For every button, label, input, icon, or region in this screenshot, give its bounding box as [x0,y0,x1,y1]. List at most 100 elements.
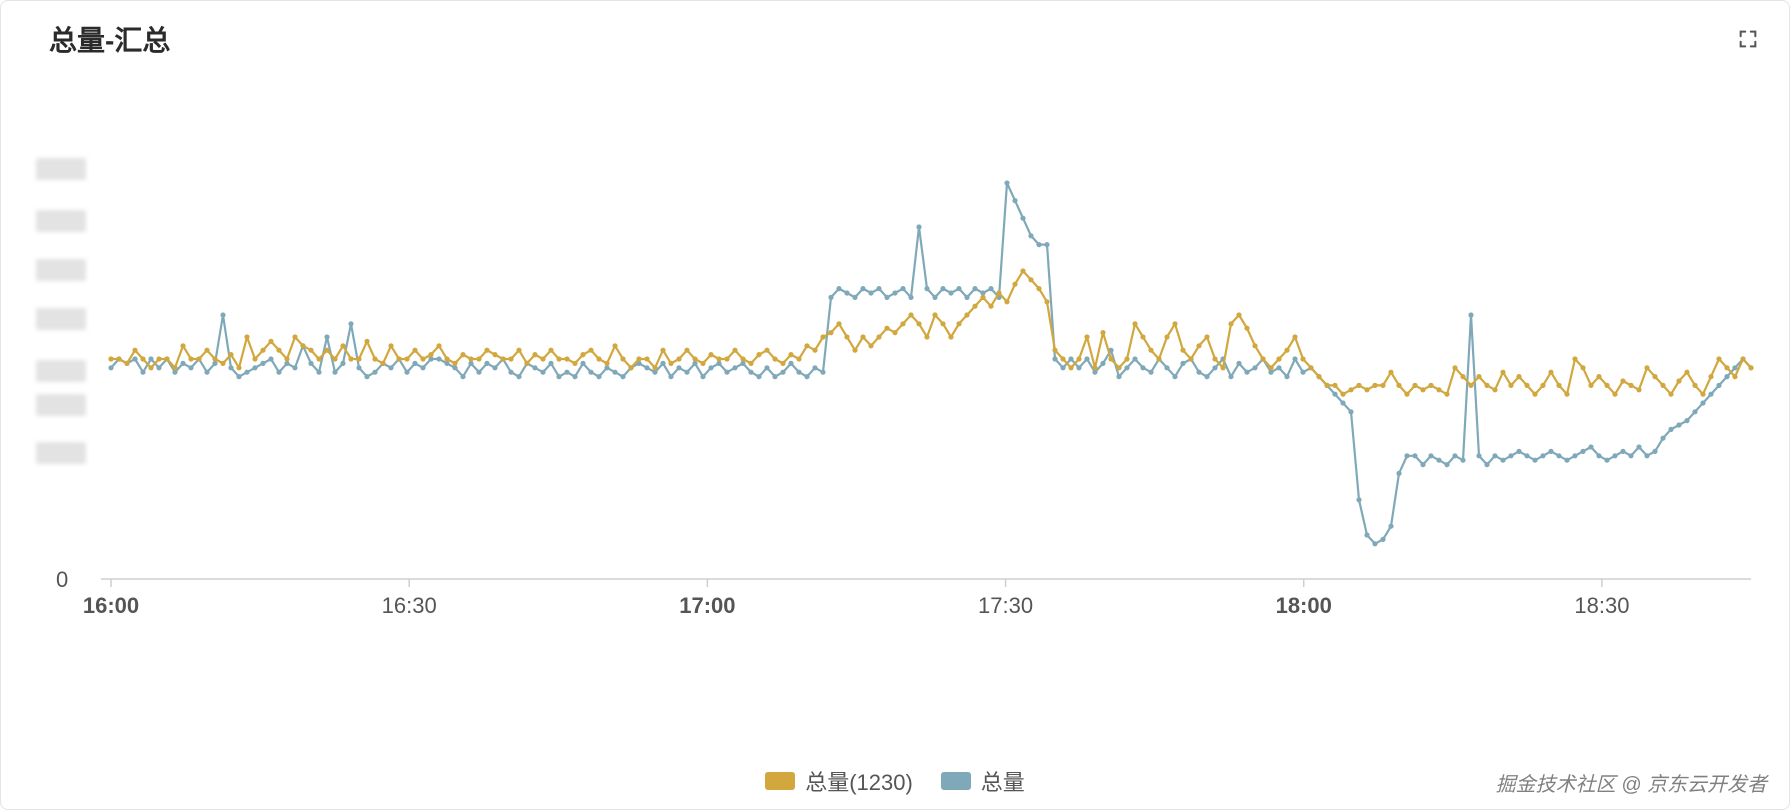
series-point-s1[interactable] [772,356,777,361]
series-point-s2[interactable] [436,356,441,361]
series-point-s2[interactable] [1628,453,1633,458]
series-point-s1[interactable] [1012,282,1017,287]
expand-button[interactable] [1735,26,1761,52]
series-point-s2[interactable] [644,365,649,370]
series-point-s1[interactable] [668,361,673,366]
series-point-s2[interactable] [548,361,553,366]
series-point-s1[interactable] [252,356,257,361]
series-point-s1[interactable] [1540,383,1545,388]
series-point-s2[interactable] [292,365,297,370]
series-point-s1[interactable] [724,356,729,361]
series-point-s1[interactable] [1508,383,1513,388]
series-point-s2[interactable] [556,374,561,379]
series-point-s1[interactable] [1324,383,1329,388]
series-point-s1[interactable] [1740,356,1745,361]
series-point-s1[interactable] [236,365,241,370]
series-point-s2[interactable] [972,286,977,291]
series-point-s1[interactable] [1148,348,1153,353]
series-point-s2[interactable] [1140,365,1145,370]
series-point-s2[interactable] [684,370,689,375]
series-point-s2[interactable] [572,374,577,379]
series-point-s2[interactable] [1476,453,1481,458]
series-point-s1[interactable] [204,348,209,353]
series-point-s1[interactable] [1588,383,1593,388]
series-point-s1[interactable] [1036,286,1041,291]
series-point-s2[interactable] [956,286,961,291]
series-point-s2[interactable] [1020,216,1025,221]
series-point-s1[interactable] [1668,392,1673,397]
series-point-s1[interactable] [804,343,809,348]
series-point-s1[interactable] [404,356,409,361]
series-point-s2[interactable] [244,370,249,375]
series-point-s2[interactable] [812,365,817,370]
series-point-s1[interactable] [460,352,465,357]
series-point-s1[interactable] [1492,387,1497,392]
series-point-s2[interactable] [1588,444,1593,449]
series-point-s1[interactable] [220,361,225,366]
series-point-s2[interactable] [1084,356,1089,361]
series-point-s2[interactable] [1004,180,1009,185]
series-point-s1[interactable] [652,365,657,370]
series-point-s2[interactable] [1236,361,1241,366]
series-point-s2[interactable] [1164,365,1169,370]
series-point-s1[interactable] [468,356,473,361]
series-point-s1[interactable] [1284,348,1289,353]
series-point-s1[interactable] [1564,392,1569,397]
series-point-s2[interactable] [492,365,497,370]
series-point-s2[interactable] [900,286,905,291]
series-point-s1[interactable] [1300,356,1305,361]
series-point-s1[interactable] [532,352,537,357]
series-point-s2[interactable] [756,374,761,379]
series-point-s1[interactable] [1700,392,1705,397]
series-point-s2[interactable] [1012,198,1017,203]
series-point-s2[interactable] [476,370,481,375]
series-point-s2[interactable] [1436,458,1441,463]
series-point-s2[interactable] [1284,374,1289,379]
series-point-s1[interactable] [796,356,801,361]
series-point-s2[interactable] [1540,453,1545,458]
series-point-s1[interactable] [1244,326,1249,331]
series-point-s2[interactable] [1612,453,1617,458]
series-point-s1[interactable] [524,361,529,366]
series-point-s1[interactable] [892,330,897,335]
series-point-s1[interactable] [1676,378,1681,383]
series-point-s1[interactable] [628,365,633,370]
series-point-s2[interactable] [388,365,393,370]
series-point-s1[interactable] [1108,356,1113,361]
series-point-s1[interactable] [844,334,849,339]
series-point-s2[interactable] [484,361,489,366]
series-point-s2[interactable] [1508,453,1513,458]
series-point-s2[interactable] [1444,462,1449,467]
series-point-s1[interactable] [1004,299,1009,304]
series-point-s2[interactable] [140,370,145,375]
series-point-s1[interactable] [108,356,113,361]
series-point-s2[interactable] [588,370,593,375]
series-point-s1[interactable] [1276,356,1281,361]
series-point-s2[interactable] [732,365,737,370]
series-point-s2[interactable] [1148,370,1153,375]
series-point-s1[interactable] [180,343,185,348]
series-point-s1[interactable] [1404,392,1409,397]
series-point-s1[interactable] [564,356,569,361]
series-point-s1[interactable] [348,356,353,361]
series-point-s1[interactable] [444,356,449,361]
series-point-s1[interactable] [340,343,345,348]
series-point-s2[interactable] [892,290,897,295]
series-point-s1[interactable] [396,356,401,361]
series-point-s1[interactable] [268,339,273,344]
series-point-s1[interactable] [820,334,825,339]
series-point-s1[interactable] [956,321,961,326]
series-point-s2[interactable] [828,295,833,300]
series-point-s1[interactable] [1628,383,1633,388]
series-point-s1[interactable] [300,343,305,348]
series-point-s1[interactable] [1076,356,1081,361]
series-point-s1[interactable] [388,343,393,348]
series-point-s1[interactable] [1124,356,1129,361]
series-point-s1[interactable] [676,356,681,361]
series-point-s1[interactable] [556,356,561,361]
series-point-s2[interactable] [1204,374,1209,379]
series-point-s2[interactable] [276,370,281,375]
series-point-s1[interactable] [284,356,289,361]
series-point-s1[interactable] [1380,383,1385,388]
series-point-s1[interactable] [1292,334,1297,339]
